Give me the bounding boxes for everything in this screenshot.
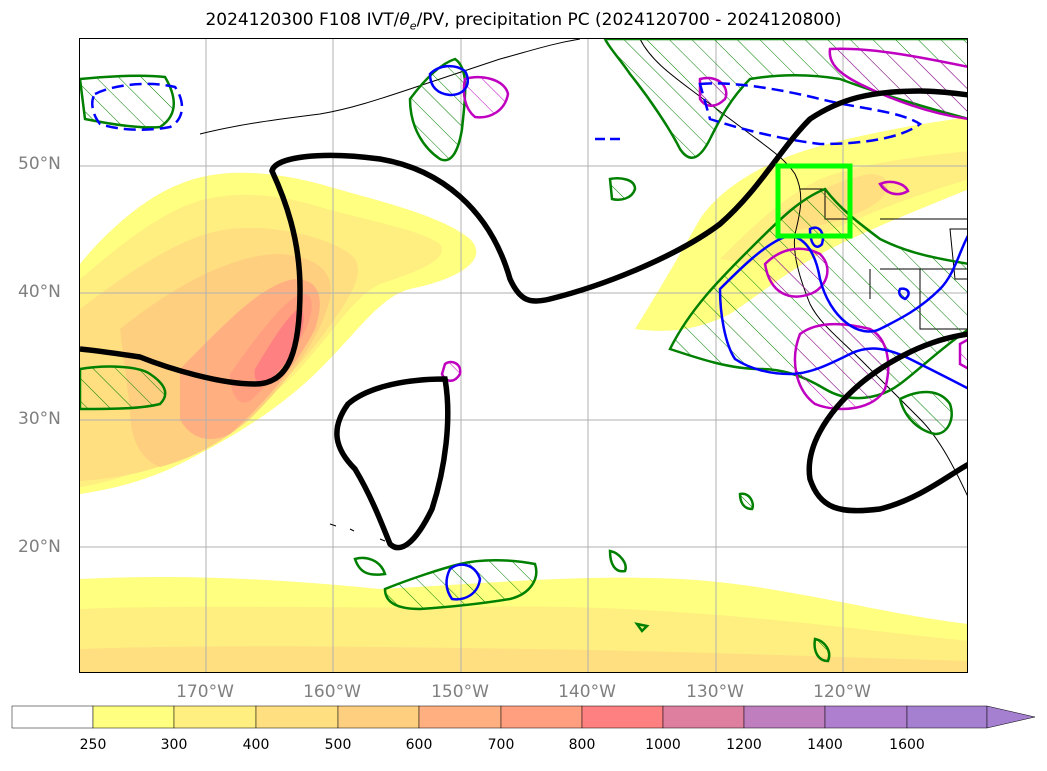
colorbar-extend-arrow bbox=[986, 705, 1036, 729]
colorbar-segment-2 bbox=[173, 705, 257, 729]
colorbar-segment-0 bbox=[11, 705, 94, 729]
cbar-tick-300: 300 bbox=[160, 737, 188, 753]
map-title: 2024120300 F108 IVT/θe/PV, precipitation… bbox=[205, 10, 842, 33]
cbar-tick-700: 700 bbox=[487, 737, 515, 753]
colorbar bbox=[0, 700, 1047, 767]
lat-label-20n: 20°N bbox=[18, 537, 61, 557]
lat-label-50n: 50°N bbox=[18, 154, 61, 174]
lat-label-30n: 30°N bbox=[18, 409, 61, 429]
ivt-shading-west bbox=[80, 172, 477, 494]
lon-label-160w: 160°W bbox=[303, 682, 361, 702]
cbar-tick-800: 800 bbox=[568, 737, 596, 753]
colorbar-segment-3 bbox=[255, 705, 339, 729]
ivt-shading-south bbox=[80, 577, 967, 672]
cbar-tick-400: 400 bbox=[242, 737, 270, 753]
lon-label-140w: 140°W bbox=[558, 682, 616, 702]
colorbar-segment-7 bbox=[581, 705, 664, 729]
cbar-tick-1400: 1400 bbox=[807, 737, 843, 753]
map-svg bbox=[80, 39, 967, 672]
cbar-tick-1200: 1200 bbox=[726, 737, 762, 753]
precip-magenta-regions bbox=[440, 47, 967, 411]
theta-e-contours bbox=[80, 88, 967, 551]
pv-contours bbox=[91, 64, 967, 601]
highlight-box[interactable] bbox=[775, 163, 853, 239]
lon-label-130w: 130°W bbox=[686, 682, 744, 702]
colorbar-segment-1 bbox=[92, 705, 175, 729]
lat-label-40n: 40°N bbox=[18, 282, 61, 302]
colorbar-segment-6 bbox=[500, 705, 583, 729]
colorbar-segment-10 bbox=[824, 705, 908, 729]
colorbar-segment-9 bbox=[743, 705, 826, 729]
colorbar-segment-4 bbox=[337, 705, 420, 729]
cbar-tick-1000: 1000 bbox=[645, 737, 681, 753]
colorbar-segment-5 bbox=[418, 705, 502, 729]
cbar-tick-1600: 1600 bbox=[889, 737, 925, 753]
colorbar-segment-11 bbox=[906, 705, 988, 729]
map-panel[interactable] bbox=[79, 38, 968, 673]
cbar-tick-600: 600 bbox=[405, 737, 433, 753]
lon-label-170w: 170°W bbox=[176, 682, 234, 702]
graticule bbox=[80, 39, 967, 672]
colorbar-segment-8 bbox=[662, 705, 745, 729]
cbar-tick-250: 250 bbox=[79, 737, 107, 753]
cbar-tick-500: 500 bbox=[324, 737, 352, 753]
lon-label-120w: 120°W bbox=[813, 682, 871, 702]
colorbar-svg bbox=[11, 705, 1036, 729]
lon-label-150w: 150°W bbox=[431, 682, 489, 702]
